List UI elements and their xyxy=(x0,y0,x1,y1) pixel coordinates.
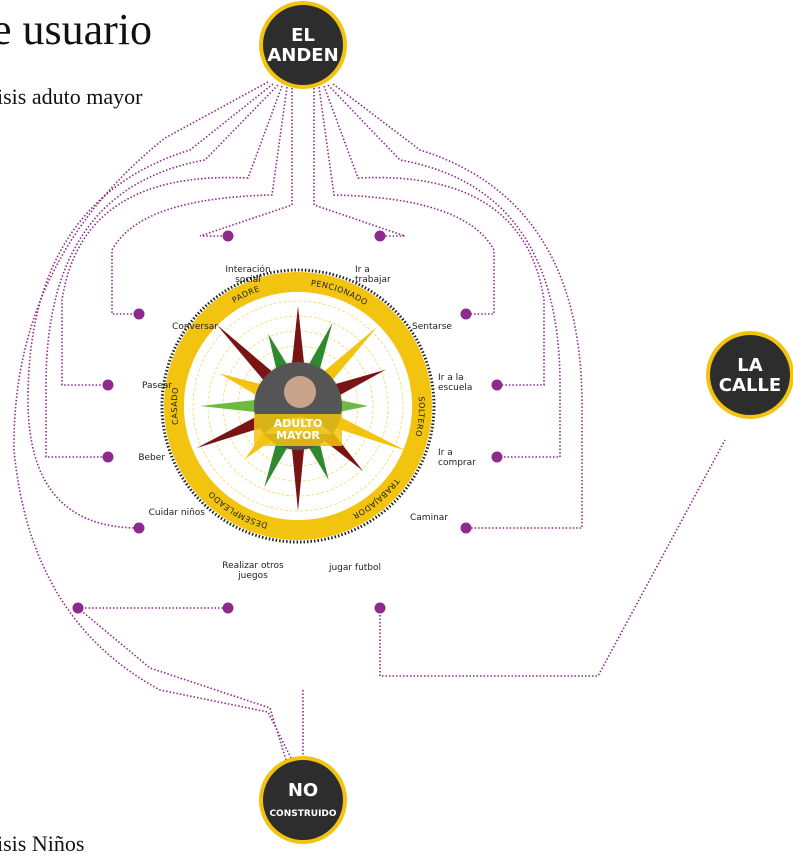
connector-dot xyxy=(134,309,145,320)
activity-label-line: Ir a xyxy=(355,265,370,275)
title: e usuario xyxy=(0,5,152,54)
place-label-line: LA xyxy=(737,355,762,376)
activity-label-line: Ir a xyxy=(438,448,453,458)
footer-subtitle: isis Niños xyxy=(0,831,84,856)
connector-dot xyxy=(375,231,386,242)
activity-label: Conversar xyxy=(172,322,218,332)
diagram: e usuario isis aduto mayor isis Niños AD… xyxy=(0,0,793,857)
connector-dot xyxy=(73,603,84,614)
connector-dot xyxy=(223,603,234,614)
activity-label-line: Pasear xyxy=(142,381,172,391)
connector-dot xyxy=(223,231,234,242)
place-label-line: NO xyxy=(288,780,318,801)
place-label-line: ANDEN xyxy=(267,45,338,66)
activity-label-line: jugar futbol xyxy=(328,563,381,573)
activity-label-line: social xyxy=(235,275,261,285)
role-label: CASADO xyxy=(170,387,180,426)
activity-label-line: trabajar xyxy=(355,275,391,285)
activity-label-line: Sentarse xyxy=(412,322,452,332)
subtitle: isis aduto mayor xyxy=(0,84,143,109)
connector-dot xyxy=(461,309,472,320)
connector-dot xyxy=(134,523,145,534)
connector-dot xyxy=(461,523,472,534)
connector-dot xyxy=(492,380,503,391)
activity-label-line: Conversar xyxy=(172,322,218,332)
role-label-path: CASADO xyxy=(170,387,180,426)
activity-label-line: Caminar xyxy=(410,513,448,523)
activity-label-line: Ir a la xyxy=(438,373,464,383)
connector-dot xyxy=(103,452,114,463)
place-label-line: EL xyxy=(291,25,315,46)
place-label-line: CONSTRUIDO xyxy=(269,809,336,819)
connector-dot xyxy=(492,452,503,463)
activity-label-line: Beber xyxy=(138,453,165,463)
place-label-line: CALLE xyxy=(719,375,781,396)
activity-label-line: juegos xyxy=(237,571,268,581)
activity-label-line: comprar xyxy=(438,458,476,468)
activity-label-line: escuela xyxy=(438,383,472,393)
activity-label: Sentarse xyxy=(412,322,452,332)
connector-dot xyxy=(103,380,114,391)
activity-label-line: Interación xyxy=(225,264,270,275)
connector-dot xyxy=(375,603,386,614)
activity-label: Pasear xyxy=(142,381,172,391)
center-label-line: MAYOR xyxy=(276,429,320,442)
activity-label: Cuidar niños xyxy=(149,508,206,518)
activity-label-line: Realizar otros xyxy=(222,561,284,571)
photo-head xyxy=(284,376,316,408)
activity-label-line: Cuidar niños xyxy=(149,508,206,518)
activity-label: jugar futbol xyxy=(328,563,381,573)
activity-label: Caminar xyxy=(410,513,448,523)
activity-label: Beber xyxy=(138,453,165,463)
